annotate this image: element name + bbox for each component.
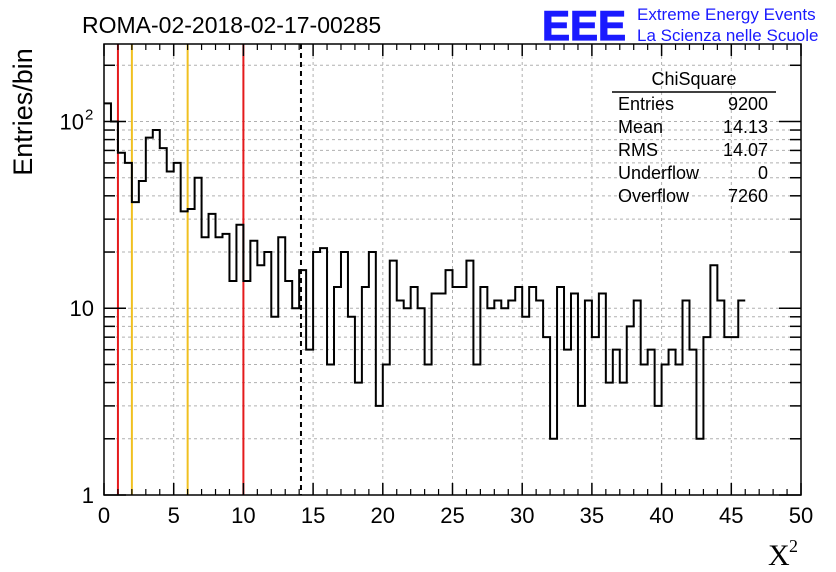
y-tick-label: 1 — [82, 483, 94, 508]
x-axis-label-base: X — [768, 539, 790, 572]
logo-line-2: La Scienza nelle Scuole — [637, 26, 818, 45]
stats-label-overflow: Overflow — [618, 186, 690, 206]
x-tick-label: 15 — [301, 503, 325, 528]
x-tick-label: 5 — [168, 503, 180, 528]
grid-lines — [104, 44, 801, 495]
x-tick-label: 40 — [649, 503, 673, 528]
logo-line-1: Extreme Energy Events — [637, 5, 816, 24]
x-tick-label: 25 — [440, 503, 464, 528]
stats-value-entries: 9200 — [728, 94, 768, 114]
y-axis-label: Entries/bin — [8, 48, 38, 176]
stats-label-mean: Mean — [618, 117, 663, 137]
x-tick-label: 50 — [789, 503, 813, 528]
x-tick-label: 20 — [371, 503, 395, 528]
x-tick-label: 30 — [510, 503, 534, 528]
stats-value-rms: 14.07 — [723, 140, 768, 160]
x-tick-label: 45 — [719, 503, 743, 528]
x-axis-label-sup: 2 — [789, 536, 798, 556]
stats-value-overflow: 7260 — [728, 186, 768, 206]
y-tick-label: 10 — [70, 296, 94, 321]
eee-logo-mark: EEE — [542, 2, 626, 49]
x-tick-label: 10 — [231, 503, 255, 528]
histogram-line — [104, 102, 746, 440]
stats-label-rms: RMS — [618, 140, 658, 160]
y-tick-label: 10 — [60, 109, 84, 134]
x-axis-label: X 2 — [768, 536, 798, 572]
stats-value-mean: 14.13 — [723, 117, 768, 137]
x-tick-label: 35 — [580, 503, 604, 528]
stats-title: ChiSquare — [651, 69, 736, 89]
chart-title: ROMA-02-2018-02-17-00285 — [82, 12, 381, 38]
y-tick-label-sup: 2 — [85, 106, 93, 123]
stats-value-underflow: 0 — [758, 163, 768, 183]
stats-label-underflow: Underflow — [618, 163, 700, 183]
stats-box: ChiSquare Entries 9200 Mean 14.13 RMS 14… — [612, 69, 776, 206]
x-tick-label: 0 — [98, 503, 110, 528]
reference-lines — [116, 44, 302, 495]
stats-label-entries: Entries — [618, 94, 674, 114]
eee-logo: EEE Extreme Energy Events La Scienza nel… — [541, 1, 818, 49]
